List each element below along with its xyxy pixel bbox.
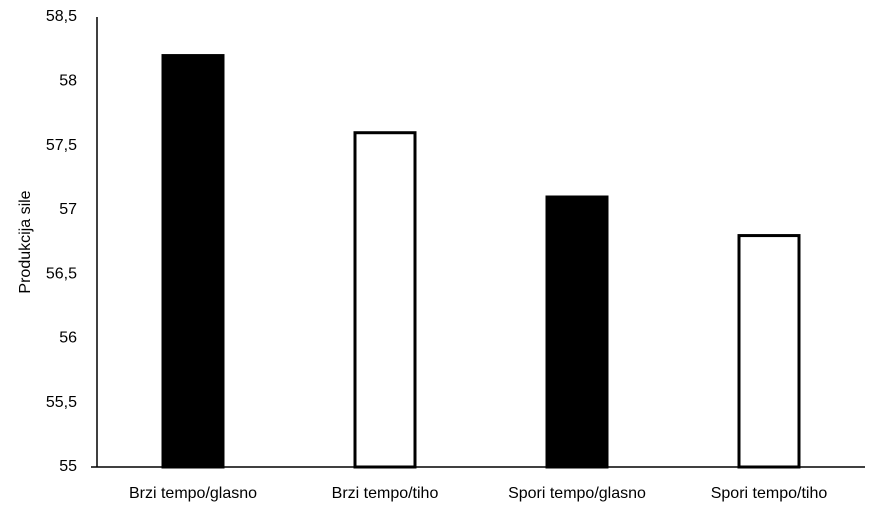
x-tick-label: Spori tempo/tiho xyxy=(711,485,828,502)
x-tick-label: Brzi tempo/glasno xyxy=(129,485,257,502)
y-tick-label: 58,5 xyxy=(46,8,77,25)
y-tick-label: 56,5 xyxy=(46,265,77,282)
y-tick-label: 58 xyxy=(59,73,77,90)
y-axis-label: Produkcija sile xyxy=(17,190,34,293)
bar xyxy=(161,54,225,469)
y-tick-label: 55,5 xyxy=(46,394,77,411)
y-tick-label: 56 xyxy=(59,330,77,347)
y-tick-label: 55 xyxy=(59,458,77,475)
bar xyxy=(737,234,801,469)
x-tick-label: Brzi tempo/tiho xyxy=(332,485,439,502)
bar xyxy=(353,131,417,469)
bar xyxy=(545,195,609,469)
y-tick-label: 57 xyxy=(59,201,77,218)
x-tick-label: Spori tempo/glasno xyxy=(508,485,646,502)
y-tick-label: 57,5 xyxy=(46,137,77,154)
